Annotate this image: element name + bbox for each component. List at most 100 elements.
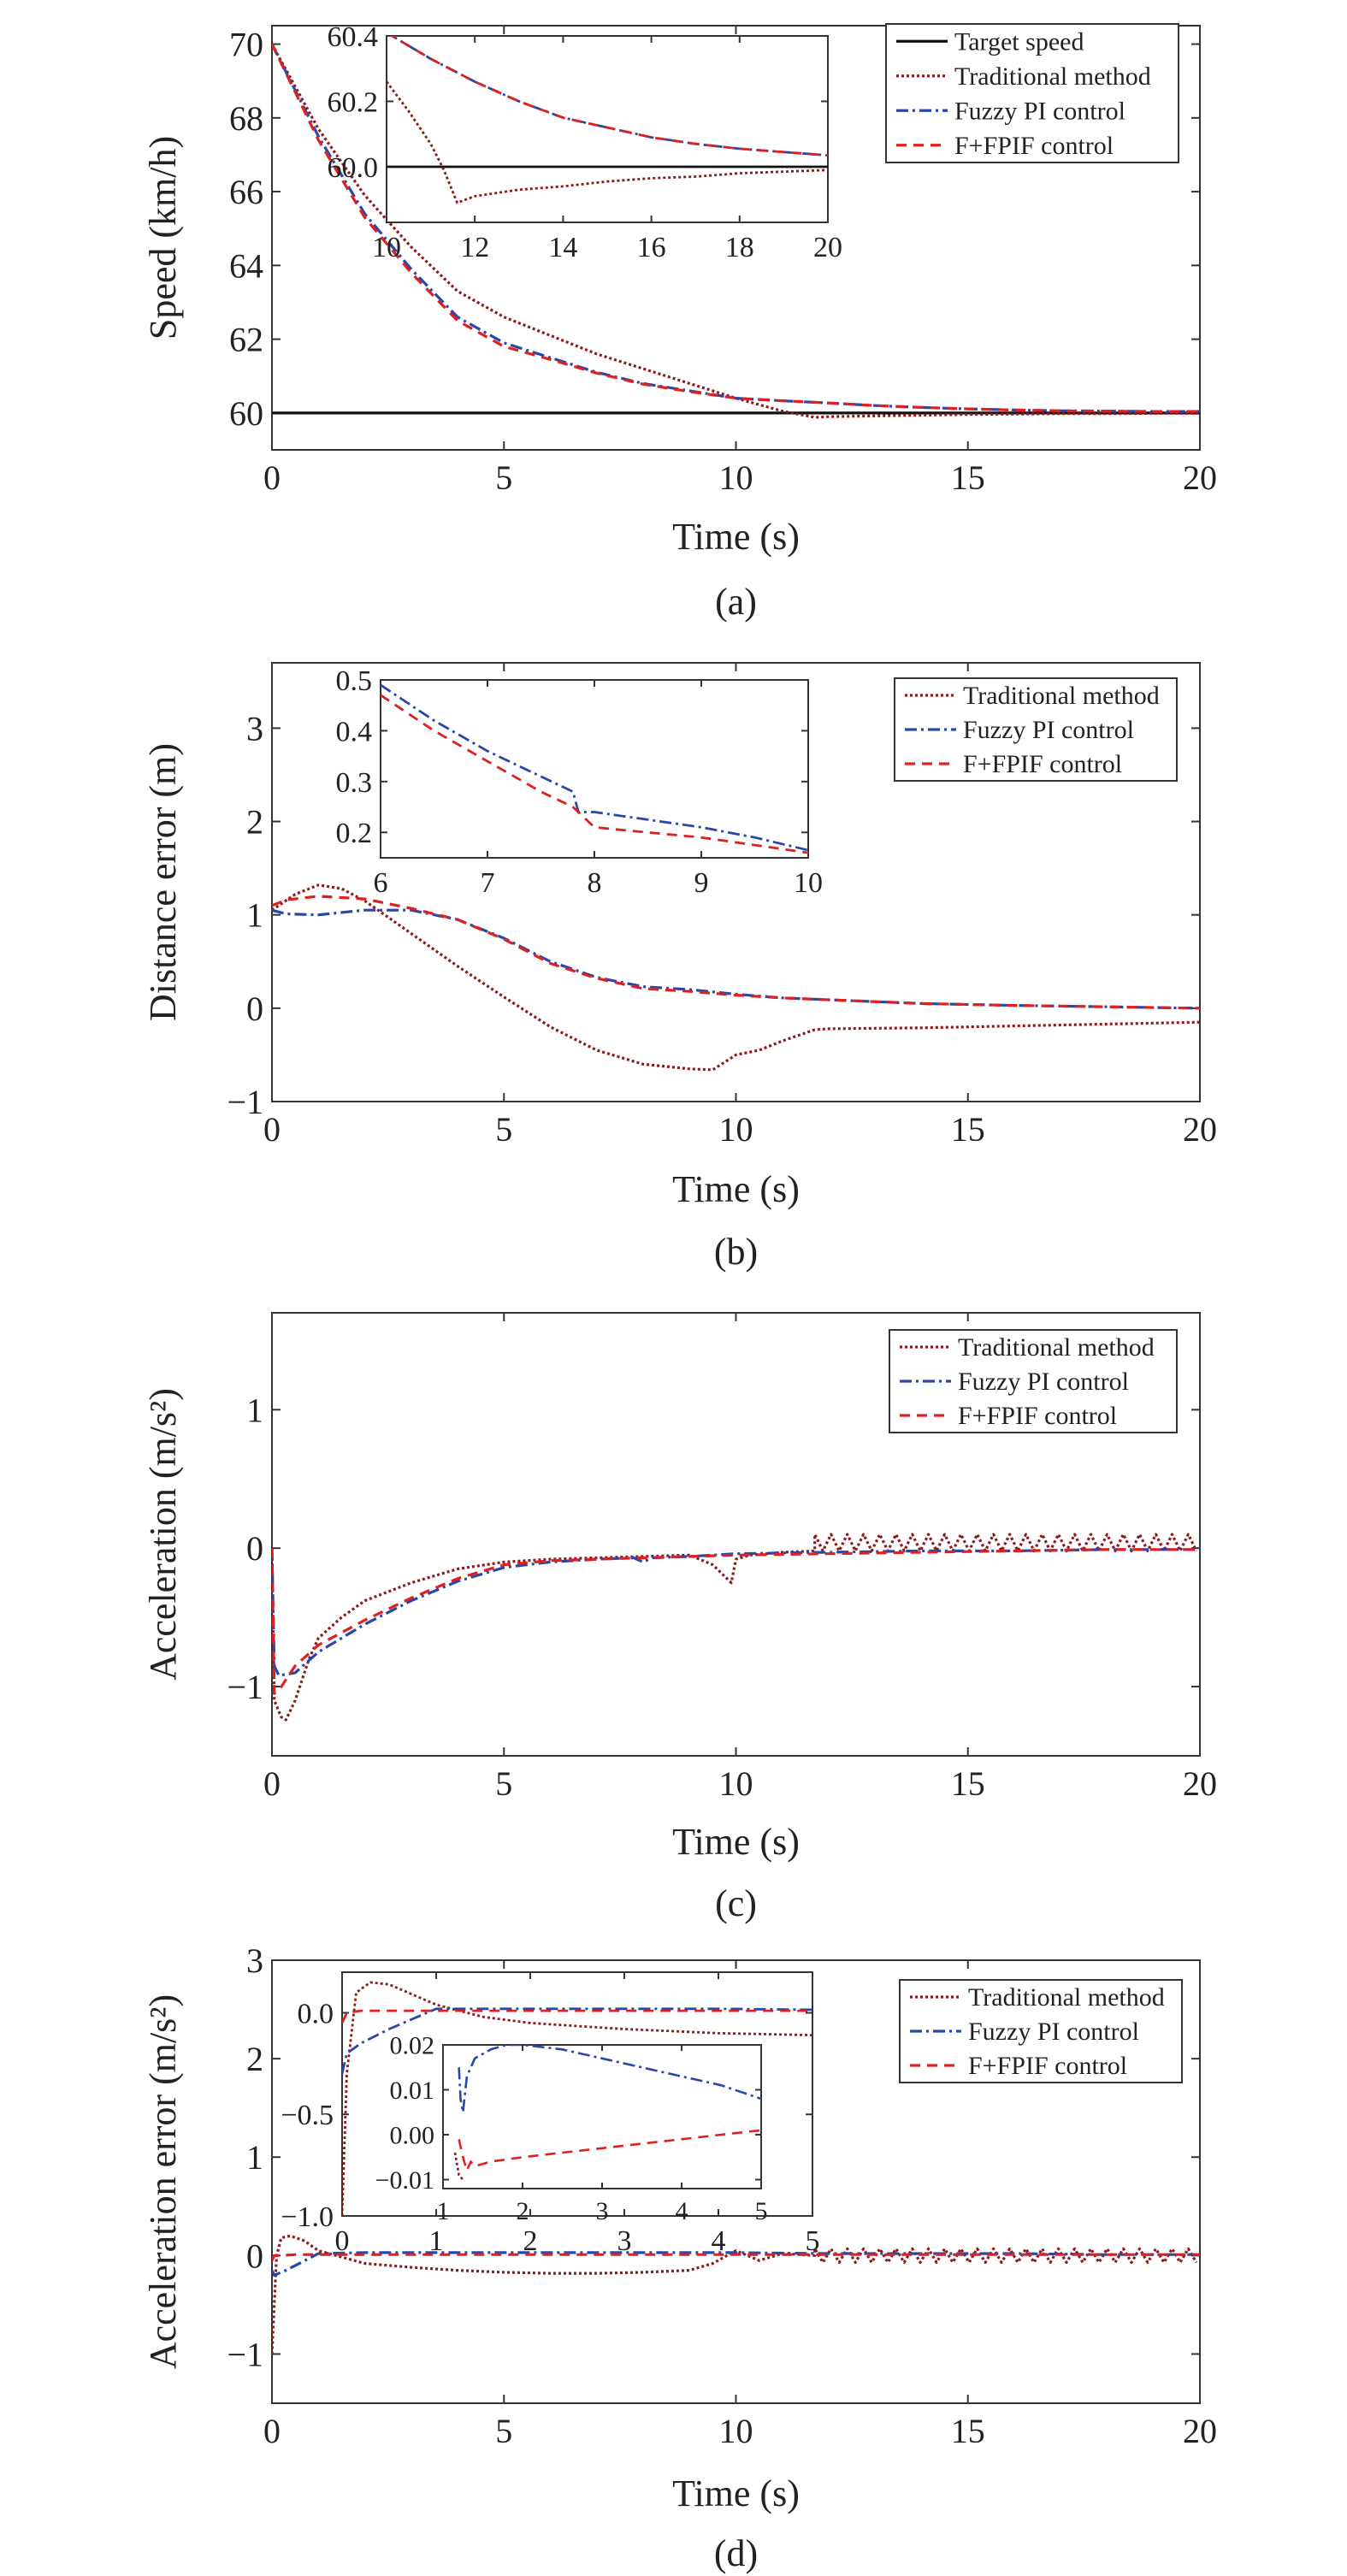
panel-b-legend-label: F+FPIF control	[963, 750, 1122, 778]
panel-a-inset-ytick-label: 60.2	[328, 86, 379, 118]
panel-b-ytick-label: 2	[246, 803, 263, 842]
panel-b-inset-xtick-label: 10	[794, 867, 823, 899]
panel-d-inset: 0 1 2 3 4 5−1.0−0.50.01 2 3 4 5−0.010.000.010.02	[281, 1971, 820, 2257]
panel-b-ytick-label: 3	[246, 709, 263, 747]
panel-d-inset2-series-group	[453, 2045, 761, 2181]
panel-a-legend-label: Traditional method	[954, 62, 1151, 91]
panel-a-inset-series-traditional	[387, 80, 828, 204]
panel-a-xtick-label: 5	[495, 458, 512, 497]
panel-a-xtick-label: 15	[951, 458, 985, 497]
panel-a-legend: Target speed Traditional method Fuzzy PI c…	[885, 23, 1179, 163]
panel-b-inset-xtick-label: 8	[588, 867, 602, 899]
panel-d-inset2-xtick-label: 4	[676, 2197, 688, 2225]
panel-c-legend-label: Traditional method	[958, 1333, 1155, 1362]
panel-d-inset-series-ffpif	[342, 2009, 812, 2024]
panel-a-inset-xtick-label: 14	[548, 232, 577, 263]
panel-b-series-group	[272, 883, 1200, 1072]
panel-a-legend-label: Fuzzy PI control	[954, 97, 1125, 125]
panel-d-ytick-label: 3	[246, 1941, 263, 1980]
panel-c-legend: Traditional method Fuzzy PI control F+FPIF…	[889, 1329, 1178, 1433]
panel-d-series-ffpif	[272, 2253, 1200, 2261]
panel-c-xtick-label: 5	[495, 1764, 512, 1803]
panel-b-inset-xtick-label: 9	[694, 867, 709, 899]
panel-d-ytick-label: 0	[246, 2236, 263, 2275]
panel-a-inset-ytick-label: 60.4	[328, 21, 379, 53]
panel-a-inset-series-ffpif	[389, 36, 828, 157]
panel-c-ytick-label: 0	[246, 1529, 263, 1568]
panel-a-ytick-label: 70	[229, 26, 263, 64]
panel-c-xtick-label: 10	[719, 1764, 753, 1803]
panel-d-inset2-ytick-label: 0.00	[390, 2122, 435, 2150]
panel-d-inset2-series-fuzzy	[458, 2045, 761, 2114]
panel-d-inset-series-group	[342, 1981, 812, 2216]
panel-d-legend-label: F+FPIF control	[968, 2052, 1127, 2080]
panel-a-ytick-label: 64	[229, 246, 263, 285]
panel-c-series-ffpif	[272, 1548, 1200, 1695]
panel-a-ylabel: Speed (km/h)	[142, 136, 184, 340]
panel-b-inset-xtick-label: 6	[374, 867, 388, 899]
panel-b-series-ffpif	[272, 895, 1200, 1010]
panel-d-inset2-series-ffpif	[458, 2129, 761, 2172]
panel-c-ylabel: Acceleration (m/s²)	[142, 1388, 184, 1681]
panel-a-inset-frame	[386, 35, 829, 223]
panel-d-inset-series-fuzzy	[342, 2007, 812, 2075]
panel-c-ytick-label: −1	[227, 1668, 263, 1706]
panel-c-series-fuzzy	[272, 1548, 1200, 1677]
panel-label-d: (d)	[714, 2532, 758, 2574]
panel-c-series-group	[272, 1533, 1200, 1722]
panel-b-xtick-label: 20	[1183, 1110, 1217, 1149]
panel-d-inset2-xtick-label: 5	[755, 2197, 768, 2225]
panel-b-legend-label: Fuzzy PI control	[963, 716, 1134, 744]
panel-a-inset-xtick-label: 12	[460, 232, 489, 263]
panel-d-inset2-frame	[442, 2044, 762, 2189]
panel-a-series-traditional	[272, 43, 1200, 419]
panel-d-xtick-label: 20	[1183, 2412, 1217, 2450]
panel-d-xlabel: Time (s)	[672, 2473, 800, 2514]
panel-a-inset-xtick-label: 10	[372, 232, 401, 263]
panel-d-inset-ytick-label: −0.5	[281, 2100, 334, 2131]
panel-a-xlabel: Time (s)	[672, 516, 800, 558]
panel-d-series-group	[272, 2234, 1200, 2354]
panel-b-xtick-label: 5	[495, 1110, 512, 1149]
panel-d-inset-xtick-label: 4	[712, 2225, 726, 2257]
panel-d-series-traditional	[272, 2234, 1198, 2354]
panel-a-ytick-label: 60	[229, 394, 263, 433]
panel-b-ylabel: Distance error (m)	[142, 743, 184, 1021]
panel-d-inset-xtick-label: 0	[335, 2225, 350, 2257]
panel-b-inset-series-group	[381, 683, 808, 854]
panel-d-inset-xtick-label: 5	[806, 2225, 820, 2257]
panel-d-xtick-label: 0	[263, 2412, 281, 2450]
panel-label-b: (b)	[714, 1231, 758, 1273]
panel-d-inset-ytick-label: −1.0	[281, 2201, 334, 2233]
panel-d-inset2-ytick-label: −0.01	[375, 2166, 434, 2195]
panel-d-ytick-label: 2	[246, 2040, 263, 2078]
panel-a-series-ffpif	[272, 43, 1200, 413]
panel-a-inset-xtick-label: 20	[813, 232, 842, 263]
chart-panel-c: 0 5 10 15 20 −1 0 1 Time (s) Acceleration (m/s²) (…	[142, 1312, 1217, 1924]
panel-b-xlabel: Time (s)	[672, 1168, 800, 1210]
panel-d-inset2-ytick-label: 0.02	[390, 2032, 435, 2060]
panel-c-xtick-label: 15	[951, 1764, 985, 1803]
panel-a-xtick-label: 10	[719, 458, 753, 497]
panel-b-series-fuzzy	[272, 908, 1200, 1010]
panel-a-legend-label: F+FPIF control	[954, 132, 1114, 160]
panel-d-inset-ytick-label: 0.0	[298, 1998, 334, 2029]
panel-label-c: (c)	[715, 1882, 757, 1924]
panel-a-xtick-label: 0	[263, 458, 281, 497]
panel-b-inset-ytick-label: 0.4	[336, 716, 373, 747]
panel-a-xtick-label: 20	[1183, 458, 1217, 497]
panel-d-inset-xtick-label: 1	[429, 2225, 444, 2257]
panel-c-ytick-label: 1	[246, 1391, 263, 1429]
panel-a-ytick-label: 68	[229, 99, 263, 138]
panel-d-inset2-xtick-label: 3	[596, 2197, 609, 2225]
panel-b-xtick-label: 15	[951, 1110, 985, 1149]
panel-a-inset-xtick-label: 18	[725, 232, 754, 263]
panel-b-inset-series-ffpif	[381, 694, 808, 854]
panel-d-legend-label: Fuzzy PI control	[968, 2018, 1139, 2046]
panel-a-ytick-label: 62	[229, 321, 263, 359]
panel-c-xtick-label: 20	[1183, 1764, 1217, 1803]
panel-b-legend: Traditional method Fuzzy PI control F+FPIF…	[894, 677, 1178, 782]
panel-a-legend-box	[885, 23, 1179, 163]
